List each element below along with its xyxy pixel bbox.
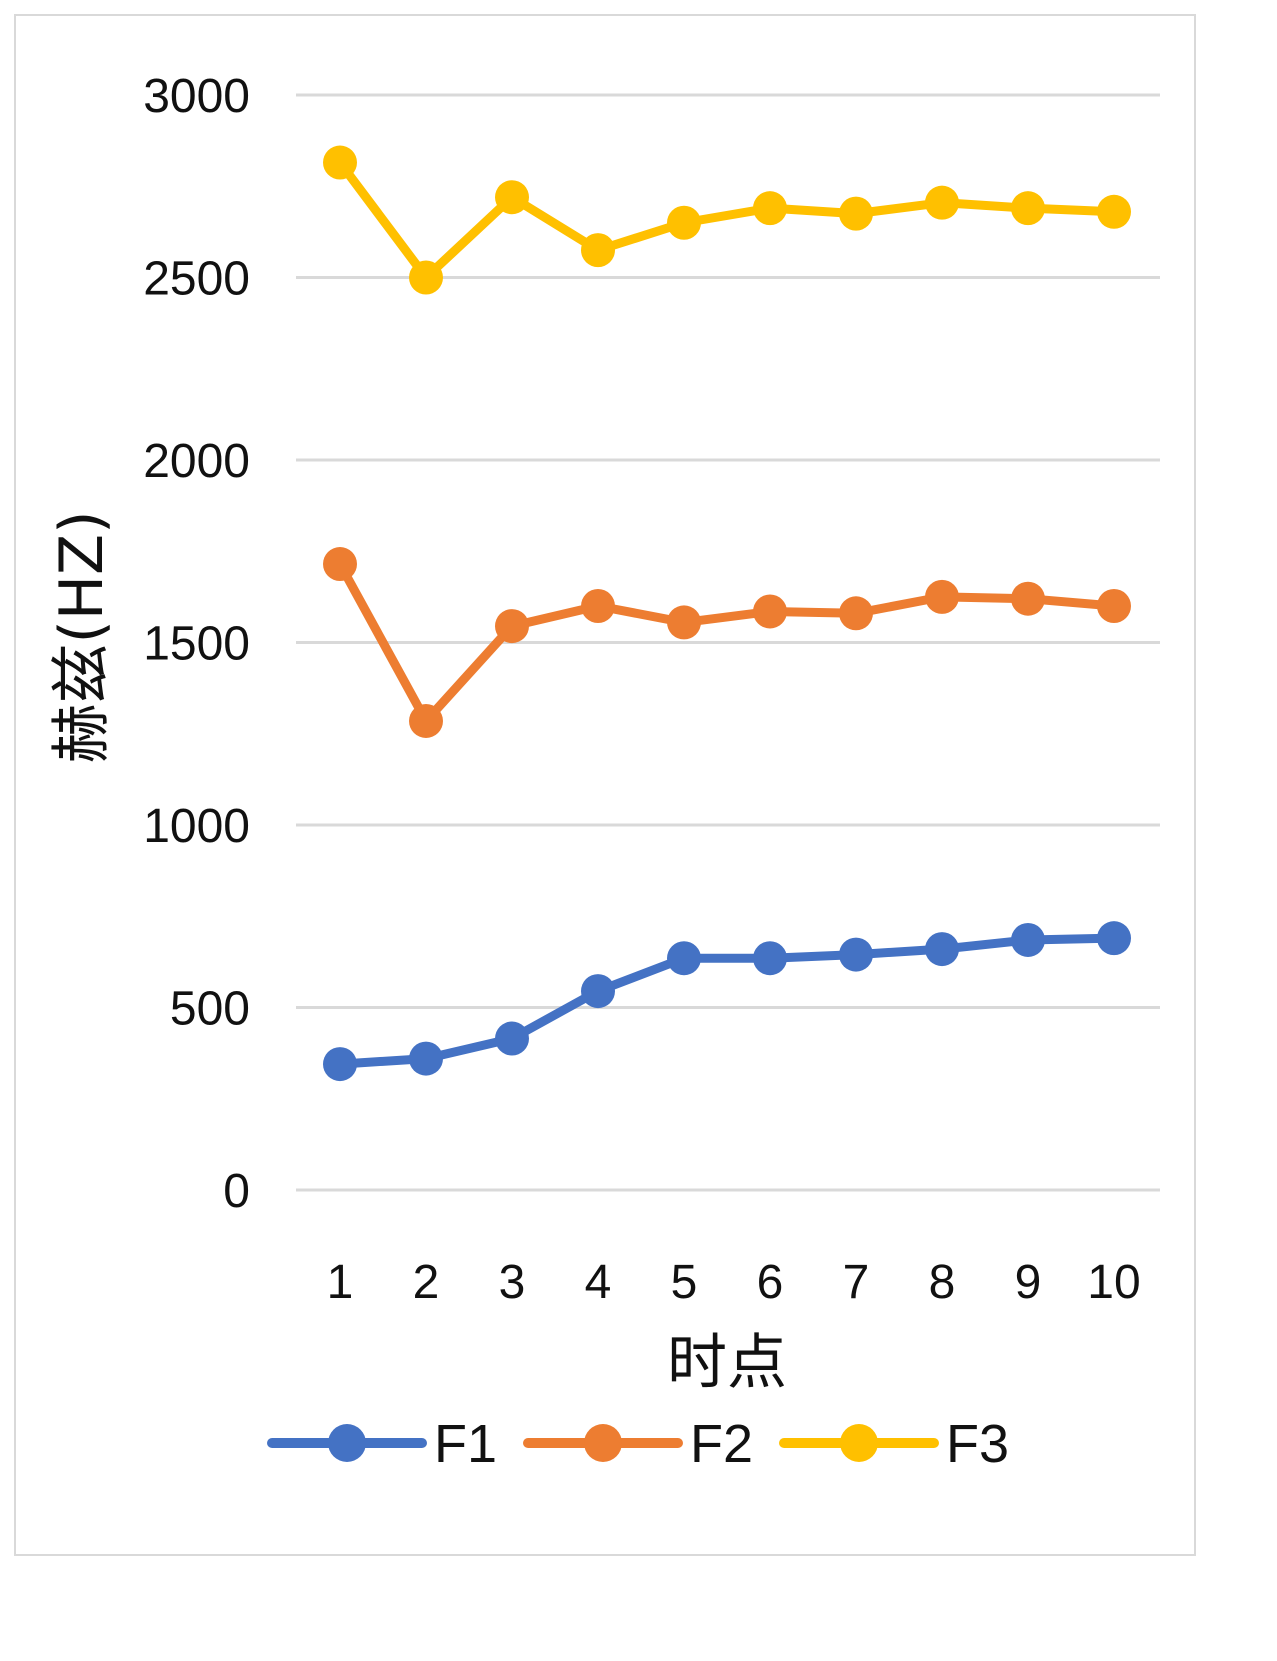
data-point-f3 — [667, 206, 701, 240]
x-tick-label: 4 — [585, 1256, 612, 1309]
legend-label: F1 — [434, 1414, 497, 1474]
legend-item-f3: F3 — [784, 1414, 1009, 1474]
data-point-f2 — [323, 547, 357, 581]
legend-swatch-marker — [328, 1424, 366, 1462]
data-point-f2 — [839, 596, 873, 630]
x-tick-label: 10 — [1087, 1256, 1140, 1309]
data-point-f1 — [581, 974, 615, 1008]
x-tick-label: 8 — [929, 1256, 956, 1309]
legend-swatch-marker — [840, 1424, 878, 1462]
x-tick-label: 6 — [757, 1256, 784, 1309]
data-point-f3 — [839, 197, 873, 231]
data-point-f2 — [409, 704, 443, 738]
data-point-f1 — [667, 941, 701, 975]
data-point-f1 — [839, 938, 873, 972]
data-point-f1 — [925, 932, 959, 966]
data-point-f1 — [1011, 923, 1045, 957]
x-tick-label: 1 — [327, 1256, 354, 1309]
data-point-f2 — [667, 605, 701, 639]
data-point-f2 — [753, 594, 787, 628]
legend-label: F2 — [690, 1414, 753, 1474]
data-point-f3 — [1011, 191, 1045, 225]
data-point-f2 — [1097, 589, 1131, 623]
line-chart: 0 500 1000 1500 2000 2500 3000 1 2 3 4 5 6 7 8 9 10 赫兹(… — [0, 0, 1206, 1568]
x-axis-ticks: 1 2 3 4 5 6 7 8 9 10 — [327, 1256, 1141, 1309]
legend-item-f1: F1 — [272, 1414, 497, 1474]
gridlines — [296, 95, 1160, 1190]
x-tick-label: 7 — [843, 1256, 870, 1309]
data-point-f3 — [1097, 195, 1131, 229]
data-point-f3 — [925, 186, 959, 220]
series-group — [323, 146, 1131, 1082]
x-tick-label: 9 — [1015, 1256, 1042, 1309]
y-tick-label: 1500 — [143, 618, 250, 671]
data-point-f3 — [323, 146, 357, 180]
y-tick-label: 2500 — [143, 253, 250, 306]
data-point-f2 — [1011, 582, 1045, 616]
y-tick-label: 0 — [223, 1165, 250, 1218]
data-point-f1 — [495, 1022, 529, 1056]
data-point-f2 — [495, 609, 529, 643]
series-line-f1 — [340, 938, 1114, 1064]
series-line-f3 — [340, 163, 1114, 278]
y-tick-label: 3000 — [143, 70, 250, 123]
x-tick-label: 5 — [671, 1256, 698, 1309]
y-axis-ticks: 0 500 1000 1500 2000 2500 3000 — [143, 70, 250, 1218]
data-point-f1 — [409, 1042, 443, 1076]
y-tick-label: 2000 — [143, 435, 250, 488]
y-tick-label: 1000 — [143, 800, 250, 853]
x-tick-label: 3 — [499, 1256, 526, 1309]
data-point-f3 — [495, 180, 529, 214]
series-f3 — [323, 146, 1131, 295]
data-point-f3 — [753, 191, 787, 225]
data-point-f2 — [925, 580, 959, 614]
series-f1 — [323, 921, 1131, 1081]
x-axis-title: 时点 — [667, 1328, 787, 1398]
data-point-f1 — [753, 941, 787, 975]
legend-swatch-marker — [584, 1424, 622, 1462]
legend: F1 F2 F3 — [272, 1414, 1009, 1474]
legend-item-f2: F2 — [528, 1414, 753, 1474]
data-point-f1 — [1097, 921, 1131, 955]
x-tick-label: 2 — [413, 1256, 440, 1309]
data-point-f3 — [581, 233, 615, 267]
data-point-f2 — [581, 589, 615, 623]
data-point-f3 — [409, 261, 443, 295]
legend-label: F3 — [946, 1414, 1009, 1474]
y-axis-title: 赫兹(HZ) — [47, 510, 117, 763]
y-tick-label: 500 — [170, 983, 250, 1036]
data-point-f1 — [323, 1047, 357, 1081]
